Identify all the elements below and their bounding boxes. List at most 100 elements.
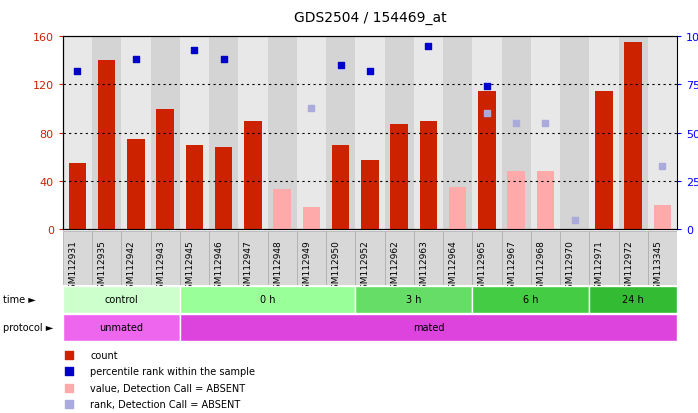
Bar <box>473 232 502 285</box>
Text: GSM112972: GSM112972 <box>624 240 633 294</box>
Text: GSM112971: GSM112971 <box>595 240 604 294</box>
Bar <box>68 164 87 230</box>
Text: GSM112950: GSM112950 <box>332 240 341 294</box>
Bar <box>121 232 151 285</box>
Bar <box>238 37 267 230</box>
Text: GSM112947: GSM112947 <box>244 240 253 294</box>
Bar <box>326 232 355 285</box>
Text: control: control <box>105 294 138 305</box>
Text: time ►: time ► <box>3 294 36 305</box>
Bar <box>63 314 180 341</box>
Bar <box>473 37 502 230</box>
Bar <box>537 172 554 230</box>
Text: GSM112949: GSM112949 <box>302 240 311 294</box>
Bar <box>121 37 151 230</box>
Point <box>540 121 551 127</box>
Text: GSM112964: GSM112964 <box>449 240 458 294</box>
Text: GSM112968: GSM112968 <box>537 240 545 294</box>
Text: mated: mated <box>413 322 444 332</box>
Bar <box>589 232 618 285</box>
Point <box>598 0 609 6</box>
Bar <box>589 37 618 230</box>
Bar <box>473 286 589 313</box>
Point <box>247 5 258 12</box>
Bar <box>385 37 414 230</box>
Point <box>364 69 376 75</box>
Bar <box>297 232 326 285</box>
Bar <box>63 286 180 313</box>
Bar <box>267 232 297 285</box>
Bar <box>209 232 238 285</box>
Bar <box>332 145 350 230</box>
Bar <box>92 232 121 285</box>
Text: rank, Detection Call = ABSENT: rank, Detection Call = ABSENT <box>91 399 241 409</box>
Text: GSM112967: GSM112967 <box>507 240 517 294</box>
Point <box>64 351 75 358</box>
Bar <box>419 121 437 230</box>
Bar <box>560 232 589 285</box>
Bar <box>127 140 144 230</box>
Point <box>64 385 75 391</box>
Bar <box>303 208 320 230</box>
Point <box>628 0 639 2</box>
Bar <box>414 232 443 285</box>
Bar <box>385 232 414 285</box>
Point <box>306 105 317 112</box>
Bar <box>297 37 326 230</box>
Text: percentile rank within the sample: percentile rank within the sample <box>91 366 255 376</box>
Point <box>101 0 112 2</box>
Point <box>657 163 668 169</box>
Text: GSM112945: GSM112945 <box>186 240 195 294</box>
Bar <box>589 286 677 313</box>
Text: GDS2504 / 154469_at: GDS2504 / 154469_at <box>294 11 446 25</box>
Bar <box>238 232 267 285</box>
Bar <box>530 37 560 230</box>
Bar <box>180 286 355 313</box>
Bar <box>180 37 209 230</box>
Bar <box>507 172 525 230</box>
Bar <box>63 232 92 285</box>
Text: 3 h: 3 h <box>406 294 422 305</box>
Bar <box>625 43 642 230</box>
Bar <box>653 206 671 230</box>
Point <box>64 368 75 375</box>
Text: GSM112965: GSM112965 <box>478 240 487 294</box>
Point <box>189 47 200 54</box>
Bar <box>361 161 379 230</box>
Bar <box>449 188 466 230</box>
Bar <box>151 37 180 230</box>
Text: GSM112946: GSM112946 <box>215 240 223 294</box>
Bar <box>355 232 385 285</box>
Bar <box>355 37 385 230</box>
Text: unmated: unmated <box>99 322 143 332</box>
Text: 0 h: 0 h <box>260 294 275 305</box>
Point <box>218 57 229 64</box>
Bar <box>414 37 443 230</box>
Point <box>511 121 522 127</box>
Text: GSM113345: GSM113345 <box>653 240 662 294</box>
Bar <box>180 232 209 285</box>
Bar <box>390 125 408 230</box>
Bar <box>98 61 115 230</box>
Text: GSM112931: GSM112931 <box>68 240 77 294</box>
Bar <box>180 314 677 341</box>
Bar <box>478 91 496 230</box>
Point <box>72 69 83 75</box>
Bar <box>618 232 648 285</box>
Point <box>394 19 405 25</box>
Bar <box>209 37 238 230</box>
Text: GSM112935: GSM112935 <box>98 240 107 294</box>
Text: 6 h: 6 h <box>523 294 539 305</box>
Text: GSM112963: GSM112963 <box>419 240 429 294</box>
Text: GSM112962: GSM112962 <box>390 240 399 294</box>
Bar <box>244 121 262 230</box>
Bar <box>443 232 473 285</box>
Text: GSM112942: GSM112942 <box>127 240 136 294</box>
Bar <box>443 37 473 230</box>
Bar <box>502 232 530 285</box>
Bar <box>355 286 473 313</box>
Bar <box>648 37 677 230</box>
Bar <box>502 37 530 230</box>
Bar <box>648 232 677 285</box>
Text: GSM112970: GSM112970 <box>565 240 574 294</box>
